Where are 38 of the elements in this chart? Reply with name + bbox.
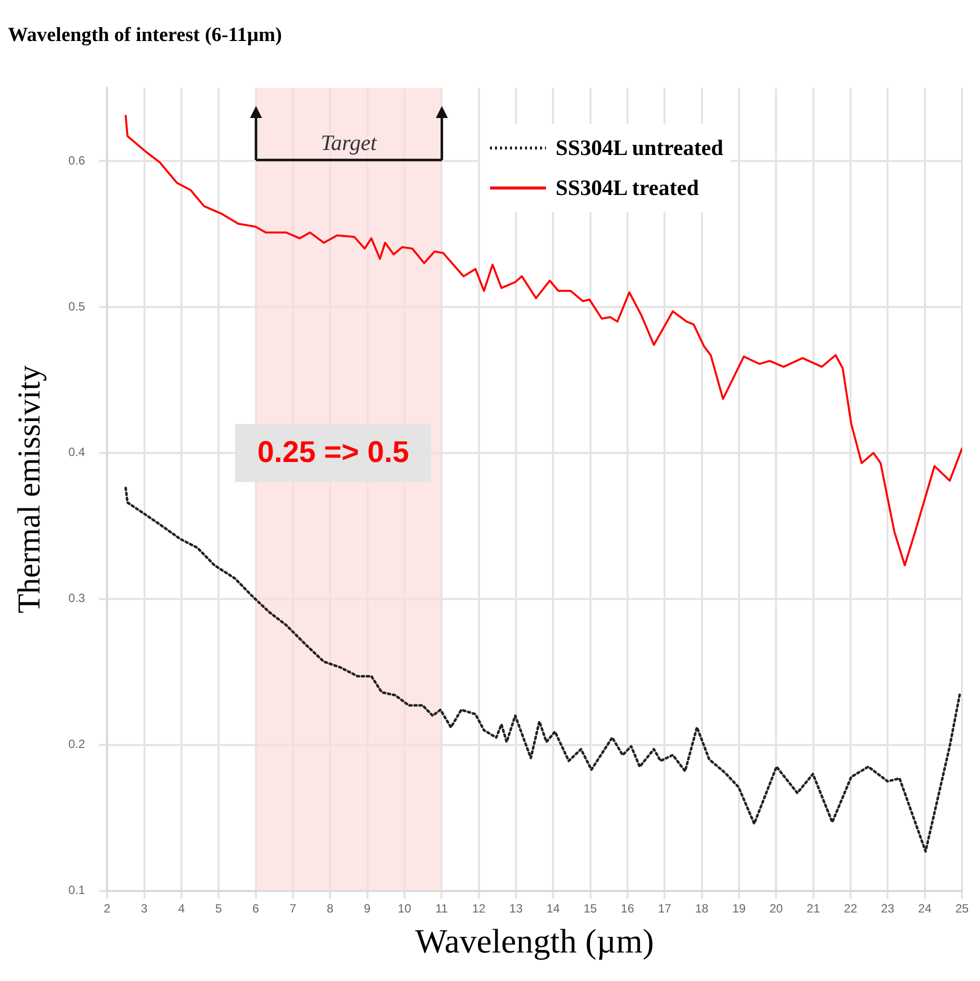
x-tick-label: 11 [435,901,448,916]
y-axis-title: Thermal emissivity [10,365,47,614]
x-tick-label: 14 [546,901,560,916]
x-tick-label: 23 [880,901,895,916]
x-tick-label: 9 [364,901,371,916]
x-tick-label: 17 [658,901,672,916]
annotation: 0.25 => 0.5 [235,424,432,482]
y-tick-label: 0.3 [68,591,86,606]
x-tick-label: 24 [918,901,932,916]
y-tick-label: 0.6 [68,153,86,168]
y-tick-label: 0.1 [68,883,86,898]
x-tick-label: 7 [290,901,297,916]
x-tick-label: 13 [509,901,523,916]
band-label: Target [320,130,378,155]
x-tick-label: 15 [584,901,598,916]
x-tick-label: 22 [844,901,858,916]
legend-label: SS304L untreated [556,135,724,161]
x-tick-label: 18 [695,901,709,916]
x-tick-label: 5 [215,901,222,916]
x-tick-label: 25 [955,901,969,916]
x-tick-label: 16 [620,901,634,916]
x-tick-label: 8 [326,901,334,916]
x-axis-title: Wavelength (µm) [415,924,654,961]
y-tick-label: 0.4 [68,445,86,460]
y-tick-label: 0.5 [68,299,86,314]
y-tick-label: 0.2 [68,737,86,752]
x-tick-label: 20 [769,901,784,916]
x-tick-label: 10 [398,901,412,916]
x-tick-label: 21 [806,901,820,916]
x-tick-label: 6 [252,901,260,916]
legend-label: SS304L treated [556,175,699,201]
chart-title: Wavelength of interest (6-11µm) [8,24,282,46]
x-tick-label: 19 [732,901,746,916]
x-tick-label: 3 [140,901,148,916]
x-tick-label: 2 [104,901,111,916]
line-series [124,486,962,853]
x-tick-label: 4 [178,901,186,916]
x-tick-label: 12 [472,901,486,916]
